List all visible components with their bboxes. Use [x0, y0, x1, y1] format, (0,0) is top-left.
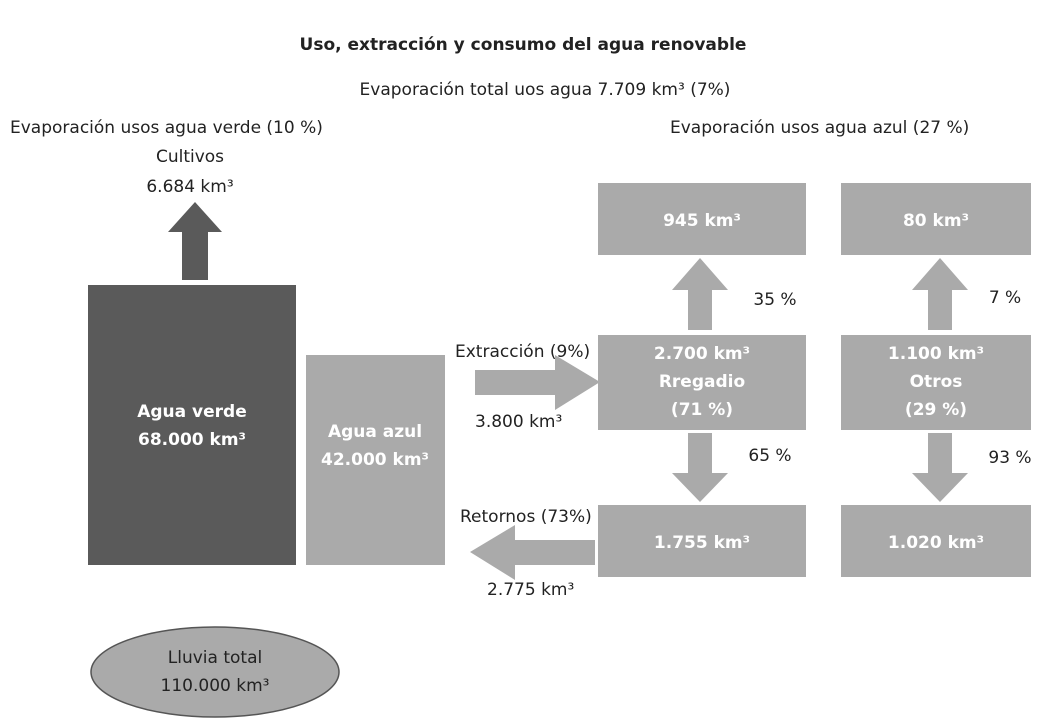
box [841, 183, 1031, 255]
rain-label: Lluvia total [168, 648, 262, 668]
box [841, 505, 1031, 577]
blue-evaporation: Evaporación usos agua azul (27 %) [670, 118, 969, 138]
irrigation-amount: 2.700 km³ [654, 344, 750, 364]
box [598, 335, 806, 430]
title: Uso, extracción y consumo del agua renov… [300, 35, 747, 55]
blue-label: Agua azul [328, 422, 422, 442]
irrigation-evap-pct: 35 % [753, 290, 796, 310]
blue-amount: 42.000 km³ [321, 450, 429, 470]
irrigation-evaporated: 945 km³ [663, 211, 741, 231]
others-amount: 1.100 km³ [888, 344, 984, 364]
others-evap-pct: 7 % [989, 288, 1021, 308]
box [598, 505, 806, 577]
others-label: Otros [910, 372, 963, 392]
irrigation-label: Rregadio [659, 372, 745, 392]
up-arrow [672, 258, 728, 330]
others-returned: 1.020 km³ [888, 533, 984, 553]
rain-ellipse [90, 626, 340, 718]
irrigation-return-pct: 65 % [748, 446, 791, 466]
total-evaporation: Evaporación total uos agua 7.709 km³ (7%… [360, 80, 731, 100]
up-arrow [912, 258, 968, 330]
others-evaporated: 80 km³ [903, 211, 969, 231]
rain-amount: 110.000 km³ [161, 676, 270, 696]
crops: Cultivos [156, 147, 224, 167]
extraction-amount: 3.800 km³ [475, 412, 562, 432]
others-share: (29 %) [905, 400, 967, 420]
down-arrow [912, 433, 968, 502]
blue-box [306, 355, 445, 565]
irrigation-share: (71 %) [671, 400, 733, 420]
returns-label: Retornos (73%) [460, 507, 592, 527]
irrigation-returned: 1.755 km³ [654, 533, 750, 553]
box [598, 183, 806, 255]
green-evaporation: Evaporación usos agua verde (10 %) [10, 118, 323, 138]
green-box [88, 285, 296, 565]
crops-amount: 6.684 km³ [146, 177, 233, 197]
left-arrow [470, 525, 595, 580]
up-arrow [168, 202, 222, 280]
returns-amount: 2.775 km³ [487, 580, 574, 600]
down-arrow [672, 433, 728, 502]
right-arrow [475, 355, 600, 410]
box [841, 335, 1031, 430]
others-return-pct: 93 % [988, 448, 1031, 468]
green-amount: 68.000 km³ [138, 430, 246, 450]
extraction-label: Extracción (9%) [455, 342, 590, 362]
green-label: Agua verde [137, 402, 247, 422]
